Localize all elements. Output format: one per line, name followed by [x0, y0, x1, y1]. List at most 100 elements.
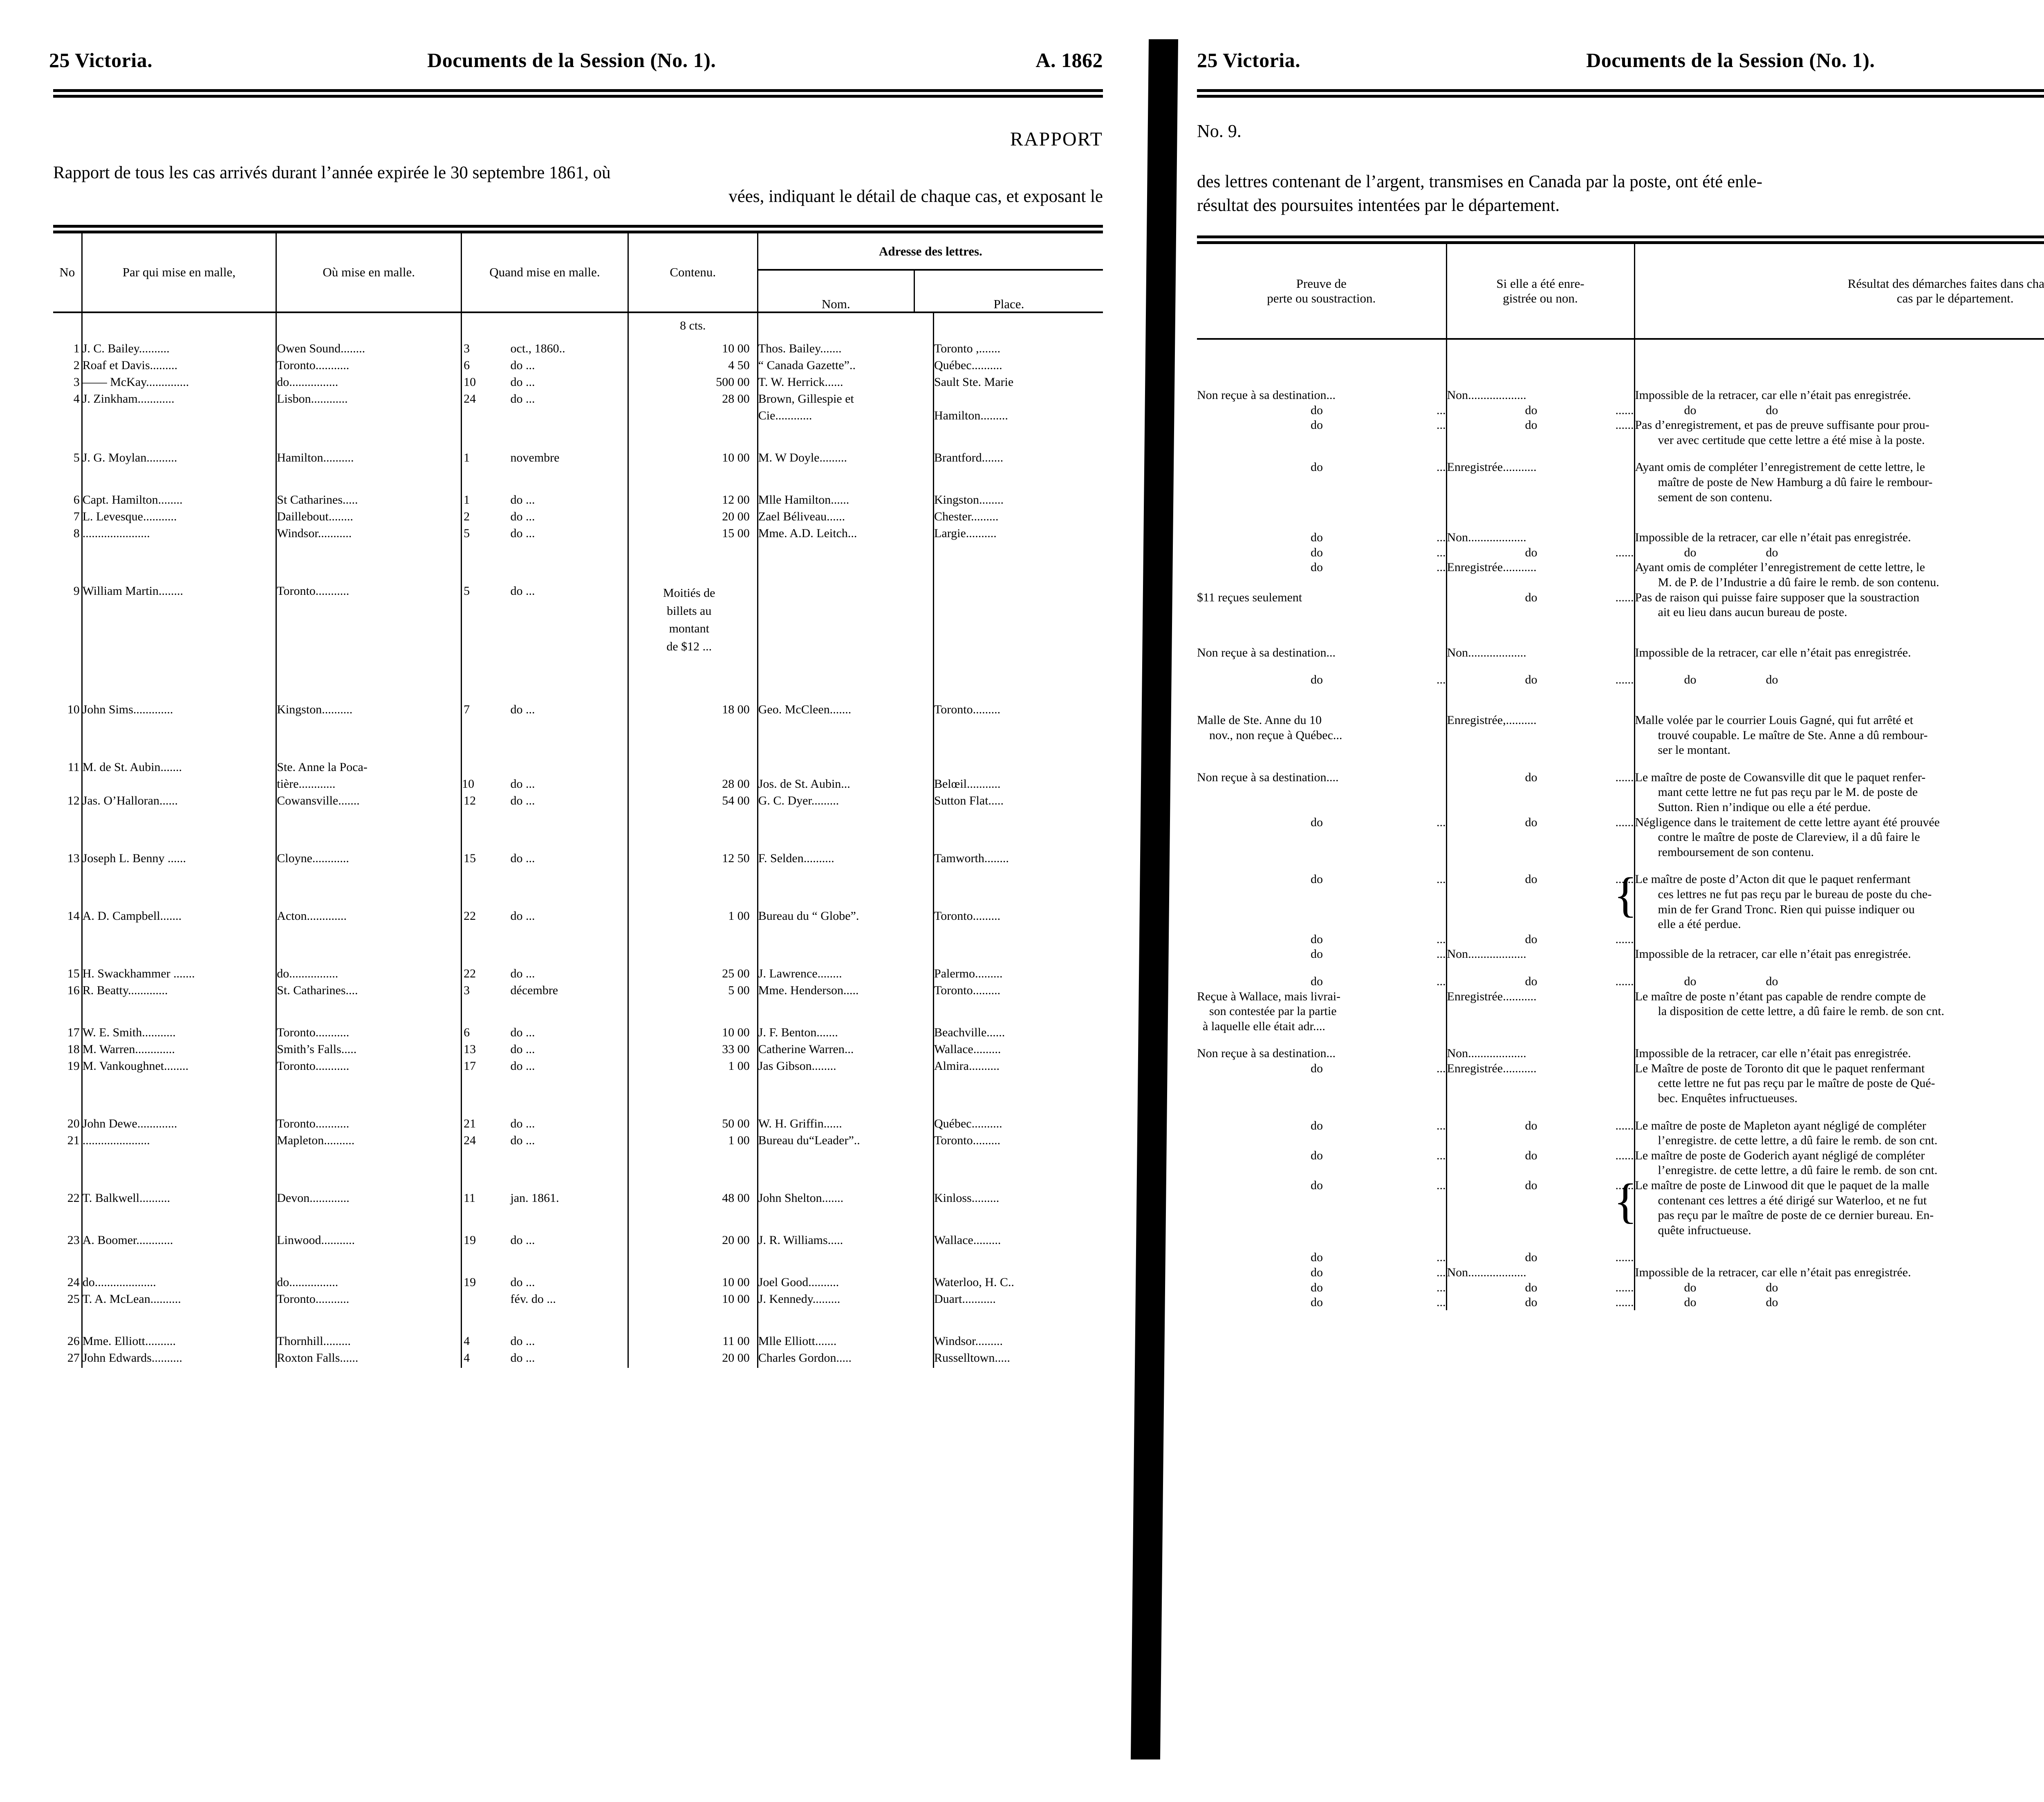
table-row[interactable]: do ... do ......{Le maître de poste de Li…	[1197, 1177, 2044, 1238]
preuve-ditto: do	[1311, 403, 1323, 417]
table-row[interactable]: Non reçue à sa destination.... do ...... L…	[1197, 770, 2044, 815]
table-row[interactable]: do ... do ......{Le maître de poste d’Act…	[1197, 870, 2044, 932]
preuve-line-1: Malle de Ste. Anne du 10	[1197, 713, 1322, 727]
table-row[interactable]: 11 M. de St. Aubin....... Ste. Anne la Poc…	[53, 760, 1103, 778]
cell-ou-mise: St. Catharines....	[276, 984, 462, 1001]
enregistree-ditto-dots: ......	[1615, 815, 1634, 829]
cell-resultat: Le maître de poste de Cowansville dit qu…	[1634, 770, 2044, 815]
preuve-ditto-dots: ...	[1437, 1118, 1446, 1132]
table-row[interactable]: 21...................... Mapleton........…	[53, 1134, 1103, 1151]
preuve-ditto: do	[1311, 1061, 1323, 1075]
cell-contenu: 25 00	[627, 967, 758, 984]
preuve-ditto: do	[1311, 932, 1323, 946]
table-row[interactable]: 20 John Dewe............. Toronto.........…	[53, 1117, 1103, 1134]
table-row[interactable]: 5 J. G. Moylan.......... Hamilton.........…	[53, 451, 1103, 468]
cell-enregistree: Non...................	[1446, 1265, 1634, 1280]
table-row[interactable]: 1 J. C. Bailey.......... Owen Sound.......…	[53, 342, 1103, 359]
table-row[interactable]: 26 Mme. Elliott.......... Thornhill.......…	[53, 1334, 1103, 1352]
enregistree-ditto: do	[1525, 403, 1537, 417]
table-row[interactable]: 8...................... Windsor..........…	[53, 527, 1103, 544]
table-row[interactable]: do ... Enregistrée........... Ayant omis d…	[1197, 560, 2044, 590]
table-row[interactable]: do ... Enregistrée........... Le Maître de…	[1197, 1061, 2044, 1106]
preuve-ditto: do	[1311, 1148, 1323, 1162]
cell-contenu: 10 00	[627, 342, 758, 359]
row-gap	[1197, 1106, 2044, 1118]
row-number: 14	[67, 909, 80, 923]
resultat-line-3: pas reçu par le maître de poste de ce de…	[1658, 1208, 1934, 1222]
cell-place: Sutton Flat.....	[933, 794, 1103, 811]
table-row[interactable]: 25 T. A. McLean.......... Toronto.........…	[53, 1292, 1103, 1309]
table-row[interactable]: do ... Non................... Impossible d…	[1197, 1265, 2044, 1280]
cell-par-qui-mise: do....................	[81, 1275, 276, 1293]
table-row[interactable]: do ... do ......	[1197, 1250, 2044, 1265]
table-row[interactable]: do ... do ...... do do	[1197, 1280, 2044, 1295]
cell-preuve: do ...	[1197, 672, 1446, 688]
table-row[interactable]: 13 Joseph L. Benny ...... Cloyne..........…	[53, 852, 1103, 869]
table-row[interactable]: 15 H. Swackhammer ....... do..............…	[53, 967, 1103, 984]
table-row[interactable]: do ... do ...... do do	[1197, 1295, 2044, 1310]
preuve-ditto: do	[1311, 673, 1323, 687]
cell-resultat	[1634, 1250, 2044, 1265]
table-row[interactable]: do ... do ...... Négligence dans le traite…	[1197, 815, 2044, 860]
table-row[interactable]: 9 William Martin........ Toronto..........…	[53, 584, 1103, 662]
cell-place: Almira..........	[933, 1059, 1103, 1076]
preuve-line-3: à laquelle elle était adr....	[1203, 1019, 1325, 1033]
table-row[interactable]: do ... do ...... do do	[1197, 672, 2044, 688]
row-number: 27	[67, 1351, 80, 1365]
table-row[interactable]: do ... do ...... Le maître de poste de Map…	[1197, 1118, 2044, 1148]
table-row[interactable]: 16 R. Beatty............. St. Catharines..…	[53, 984, 1103, 1001]
table-row[interactable]: 19 M. Vankoughnet........ Toronto.........…	[53, 1059, 1103, 1076]
table-row[interactable]: Non reçue à sa destination... Non........…	[1197, 645, 2044, 661]
cell-enregistree: do ......	[1446, 418, 1634, 448]
table-row[interactable]: 3 —— McKay.............. do...............…	[53, 375, 1103, 392]
cell-preuve: do ...	[1197, 1061, 1446, 1106]
resultat-ditto-2: do	[1766, 403, 1778, 417]
preuve-ditto-dots: ...	[1437, 872, 1446, 886]
table-row[interactable]: Non reçue à sa destination... Non........…	[1197, 388, 2044, 403]
resultat-ditto-2: do	[1766, 1295, 1778, 1309]
header-preuve: Preuve de perte ou soustraction.	[1197, 244, 1446, 338]
left-table-body: 1 J. C. Bailey.......... Owen Sound.......…	[53, 342, 1103, 1368]
header-enregistree-line2: gistrée ou non.	[1503, 291, 1578, 306]
table-row[interactable]: 14 A. D. Campbell....... Acton............…	[53, 909, 1103, 926]
table-row[interactable]: do ... Enregistrée........... Ayant omis d…	[1197, 460, 2044, 505]
table-row[interactable]: Malle de Ste. Anne du 10 nov., non reçue …	[1197, 713, 2044, 758]
table-row[interactable]: 17 W. E. Smith........... Toronto.........…	[53, 1026, 1103, 1043]
table-row[interactable]: 18 M. Warren............. Smith’s Falls...…	[53, 1042, 1103, 1060]
cell-ou-mise: Linwood...........	[276, 1233, 462, 1251]
table-row[interactable]: Reçue à Wallace, mais livrai-son contest…	[1197, 989, 2044, 1034]
table-row[interactable]: do ... do ...... do do	[1197, 403, 2044, 418]
enregistree-ditto: do	[1525, 770, 1537, 784]
table-row[interactable]: 22 T. Balkwell.......... Devon............…	[53, 1191, 1103, 1208]
table-row[interactable]: 24 do.................... do..............…	[53, 1275, 1103, 1293]
table-row[interactable]: do ... Non................... Impossible d…	[1197, 947, 2044, 962]
left-lede-line-1: Rapport de tous les cas arrivés durant l…	[53, 163, 611, 182]
table-row[interactable]: do ... Non................... Impossible d…	[1197, 530, 2044, 545]
table-row[interactable]: 23 A. Boomer............ Linwood..........…	[53, 1233, 1103, 1251]
table-row[interactable]: $11 reçues seulement do ...... Pas de rais…	[1197, 590, 2044, 620]
right-header-double-rule	[1197, 89, 2044, 98]
table-row[interactable]: 6 Capt. Hamilton........ St Catharines....…	[53, 493, 1103, 510]
cell-enregistree: do ......	[1446, 1250, 1634, 1265]
resultat-line-2: l’enregistre. de cette lettre, a dû fair…	[1658, 1134, 1938, 1148]
cell-contenu: 50 00	[627, 1117, 758, 1134]
table-row[interactable]: do ... do ...... Le maître de poste de God…	[1197, 1148, 2044, 1179]
table-row[interactable]: 27 John Edwards.......... Roxton Falls....…	[53, 1351, 1103, 1368]
table-row[interactable]: do ... do ...... do do	[1197, 974, 2044, 989]
enregistree-ditto-dots: ......	[1615, 770, 1634, 784]
table-row[interactable]: Non reçue à sa destination... Non........…	[1197, 1046, 2044, 1061]
cell-place: Russelltown.....	[933, 1351, 1103, 1368]
resultat-line-3: remboursement de son contenu.	[1658, 845, 1814, 859]
table-row[interactable]: 12 Jas. O’Halloran...... Cowansville......…	[53, 794, 1103, 811]
table-row[interactable]: 2 Roaf et Davis......... Toronto..........…	[53, 359, 1103, 376]
cell-mois: do ...	[510, 967, 535, 981]
table-row[interactable]: do ... do ......	[1197, 932, 2044, 947]
row-number: 12	[67, 794, 80, 808]
table-row[interactable]: do ... do ...... do do	[1197, 545, 2044, 560]
cell-place: Brantford.......	[933, 451, 1103, 468]
table-row[interactable]: do ... do ...... Pas d’enregistrement, et …	[1197, 418, 2044, 448]
table-row[interactable]: 10 John Sims............. Kingston........…	[53, 703, 1103, 720]
table-row[interactable]: 7 L. Levesque........... Daillebout.......…	[53, 510, 1103, 527]
table-row[interactable]: 4 J. Zinkham............ Lisbon...........…	[53, 392, 1103, 409]
cell-par-qui-mise: Capt. Hamilton........	[81, 493, 276, 510]
